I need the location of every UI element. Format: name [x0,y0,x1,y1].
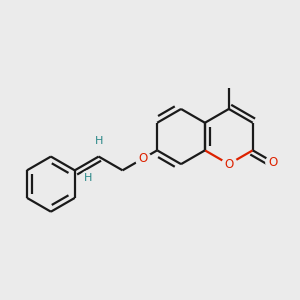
Text: O: O [138,152,148,165]
Text: O: O [268,156,278,169]
Text: H: H [84,173,92,183]
Text: O: O [224,158,233,171]
Text: H: H [94,136,103,146]
